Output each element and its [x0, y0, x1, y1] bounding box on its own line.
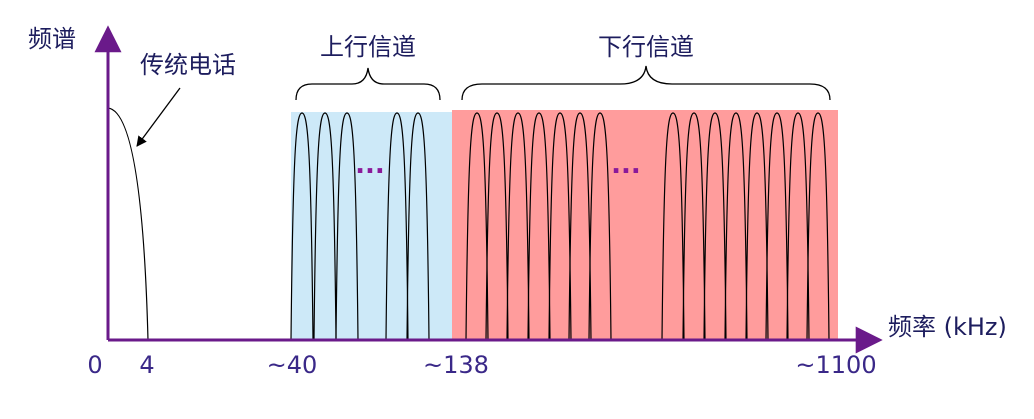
carrier [485, 112, 509, 341]
carriers [290, 112, 830, 341]
downstream-brace [461, 65, 831, 101]
x-tick-label: 4 [139, 351, 154, 379]
upstream-label: 上行信道 [320, 33, 416, 61]
carrier [385, 112, 409, 341]
pointer-arrow [136, 87, 181, 147]
telephone-curve [107, 107, 149, 341]
carrier [406, 112, 430, 341]
carrier [806, 112, 830, 341]
ellipsis: ··· [355, 157, 385, 187]
carrier [290, 112, 314, 341]
carrier [335, 112, 359, 341]
carrier [568, 112, 592, 341]
carrier [724, 112, 748, 341]
carrier [313, 112, 337, 341]
carrier [786, 112, 810, 341]
carrier [765, 112, 789, 341]
carrier [703, 112, 727, 341]
x-tick-label: ~1100 [795, 351, 876, 379]
x-tick-label: 0 [87, 351, 102, 379]
x-tick-label: ~138 [423, 351, 489, 379]
carrier [527, 112, 551, 341]
downstream-band [452, 110, 838, 340]
downstream-label: 下行信道 [598, 33, 694, 61]
x-axis-label: 频率 (kHz) [888, 313, 1007, 341]
carrier [588, 112, 612, 341]
carrier [506, 112, 530, 341]
telephone-label: 传统电话 [140, 51, 236, 79]
carrier [661, 112, 685, 341]
carrier [682, 112, 706, 341]
x-tick-label: ~40 [267, 351, 318, 379]
upstream-brace [295, 67, 441, 101]
ellipsis: ··· [611, 157, 641, 187]
carrier [465, 112, 489, 341]
carrier [745, 112, 769, 341]
y-axis-label: 频谱 [28, 25, 76, 53]
carrier [548, 112, 572, 341]
